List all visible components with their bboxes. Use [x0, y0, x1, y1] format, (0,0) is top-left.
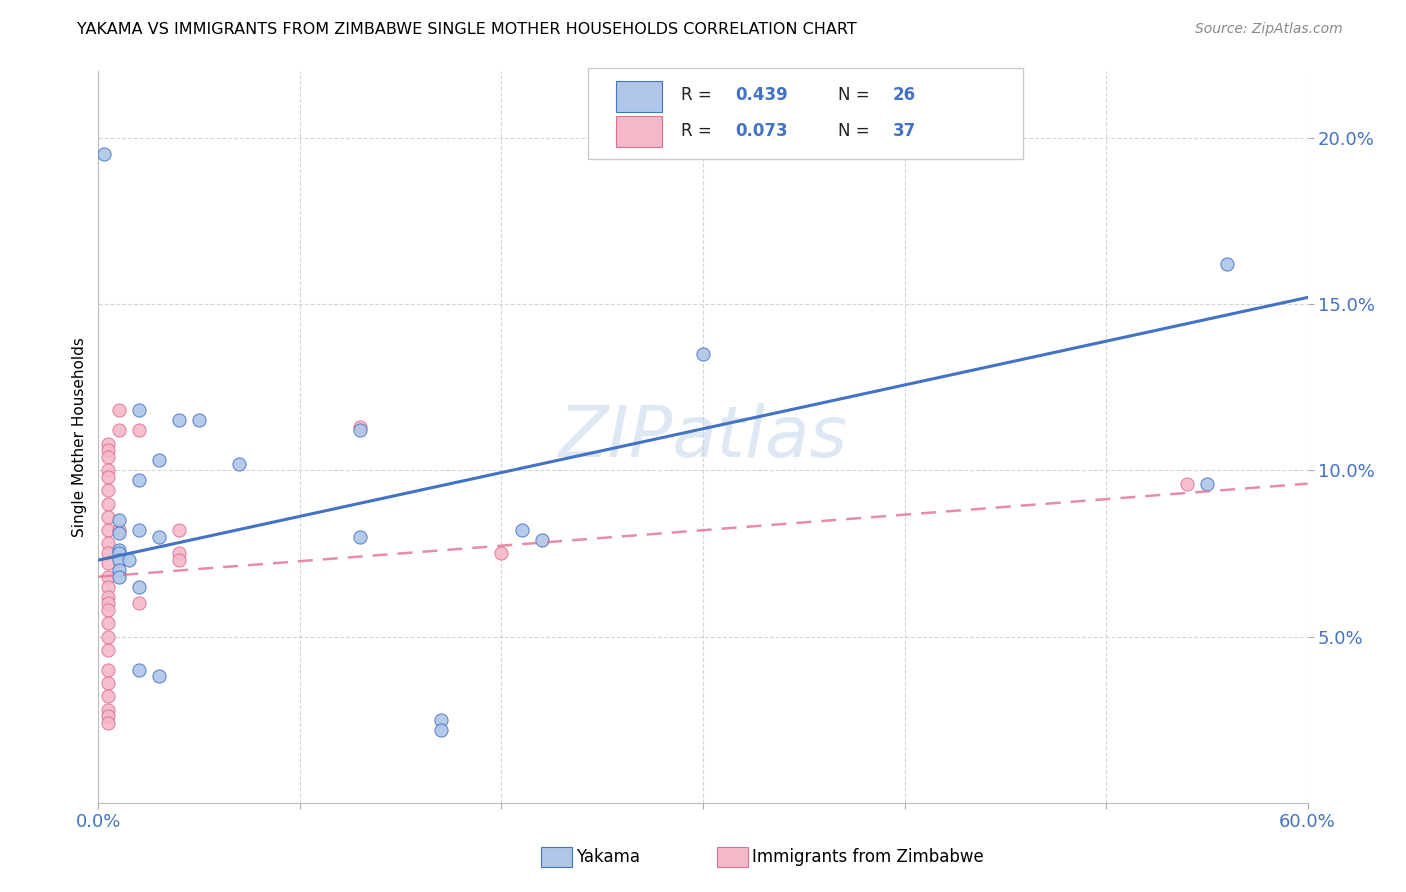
Point	[128, 523, 150, 537]
Point	[97, 703, 120, 717]
Point	[97, 497, 120, 511]
Point	[97, 523, 120, 537]
Point	[107, 424, 129, 438]
Point	[107, 526, 129, 541]
Point	[118, 553, 141, 567]
Point	[128, 424, 150, 438]
Point	[107, 513, 129, 527]
Point	[107, 546, 129, 560]
Text: R =: R =	[682, 87, 717, 104]
Point	[128, 403, 150, 417]
Point	[148, 453, 170, 467]
Point	[530, 533, 553, 548]
Point	[97, 643, 120, 657]
Point	[107, 523, 129, 537]
Point	[491, 546, 513, 560]
Point	[107, 570, 129, 584]
Point	[97, 630, 120, 644]
Text: ZIPatlas: ZIPatlas	[558, 402, 848, 472]
Point	[228, 457, 250, 471]
Bar	[616, 116, 662, 146]
Text: N =: N =	[838, 87, 876, 104]
Point	[97, 596, 120, 610]
Point	[510, 523, 533, 537]
Point	[349, 530, 371, 544]
Point	[97, 463, 120, 477]
FancyBboxPatch shape	[588, 68, 1024, 159]
Point	[107, 553, 129, 567]
Text: N =: N =	[838, 122, 876, 140]
Point	[188, 413, 211, 427]
Text: Immigrants from Zimbabwe: Immigrants from Zimbabwe	[752, 848, 984, 866]
Text: 26: 26	[893, 87, 915, 104]
Point	[107, 543, 129, 558]
Text: 37: 37	[893, 122, 917, 140]
Point	[97, 557, 120, 571]
Bar	[616, 81, 662, 112]
Point	[128, 580, 150, 594]
Point	[97, 603, 120, 617]
Point	[148, 530, 170, 544]
Text: R =: R =	[682, 122, 717, 140]
Point	[97, 590, 120, 604]
Point	[97, 580, 120, 594]
Point	[1195, 476, 1218, 491]
Point	[692, 347, 714, 361]
Point	[128, 663, 150, 677]
Point	[97, 570, 120, 584]
Point	[349, 424, 371, 438]
Y-axis label: Single Mother Households: Single Mother Households	[72, 337, 87, 537]
Point	[97, 483, 120, 498]
Point	[349, 420, 371, 434]
Point	[1216, 257, 1239, 271]
Point	[97, 616, 120, 631]
Point	[107, 563, 129, 577]
Point	[167, 553, 190, 567]
Point	[97, 676, 120, 690]
Point	[167, 413, 190, 427]
Point	[97, 709, 120, 723]
Text: 0.073: 0.073	[735, 122, 789, 140]
Point	[97, 470, 120, 484]
Point	[148, 669, 170, 683]
Text: Yakama: Yakama	[576, 848, 641, 866]
Point	[97, 716, 120, 731]
Point	[97, 436, 120, 450]
Point	[430, 723, 453, 737]
Point	[167, 546, 190, 560]
Point	[107, 403, 129, 417]
Point	[93, 147, 115, 161]
Text: Source: ZipAtlas.com: Source: ZipAtlas.com	[1195, 22, 1343, 37]
Point	[97, 546, 120, 560]
Point	[128, 473, 150, 487]
Point	[97, 450, 120, 464]
Text: 0.439: 0.439	[735, 87, 789, 104]
Point	[97, 663, 120, 677]
Point	[1175, 476, 1198, 491]
Point	[167, 523, 190, 537]
Point	[97, 509, 120, 524]
Text: YAKAMA VS IMMIGRANTS FROM ZIMBABWE SINGLE MOTHER HOUSEHOLDS CORRELATION CHART: YAKAMA VS IMMIGRANTS FROM ZIMBABWE SINGL…	[77, 22, 858, 37]
Point	[97, 690, 120, 704]
Point	[97, 536, 120, 550]
Point	[430, 713, 453, 727]
Point	[97, 443, 120, 458]
Point	[128, 596, 150, 610]
